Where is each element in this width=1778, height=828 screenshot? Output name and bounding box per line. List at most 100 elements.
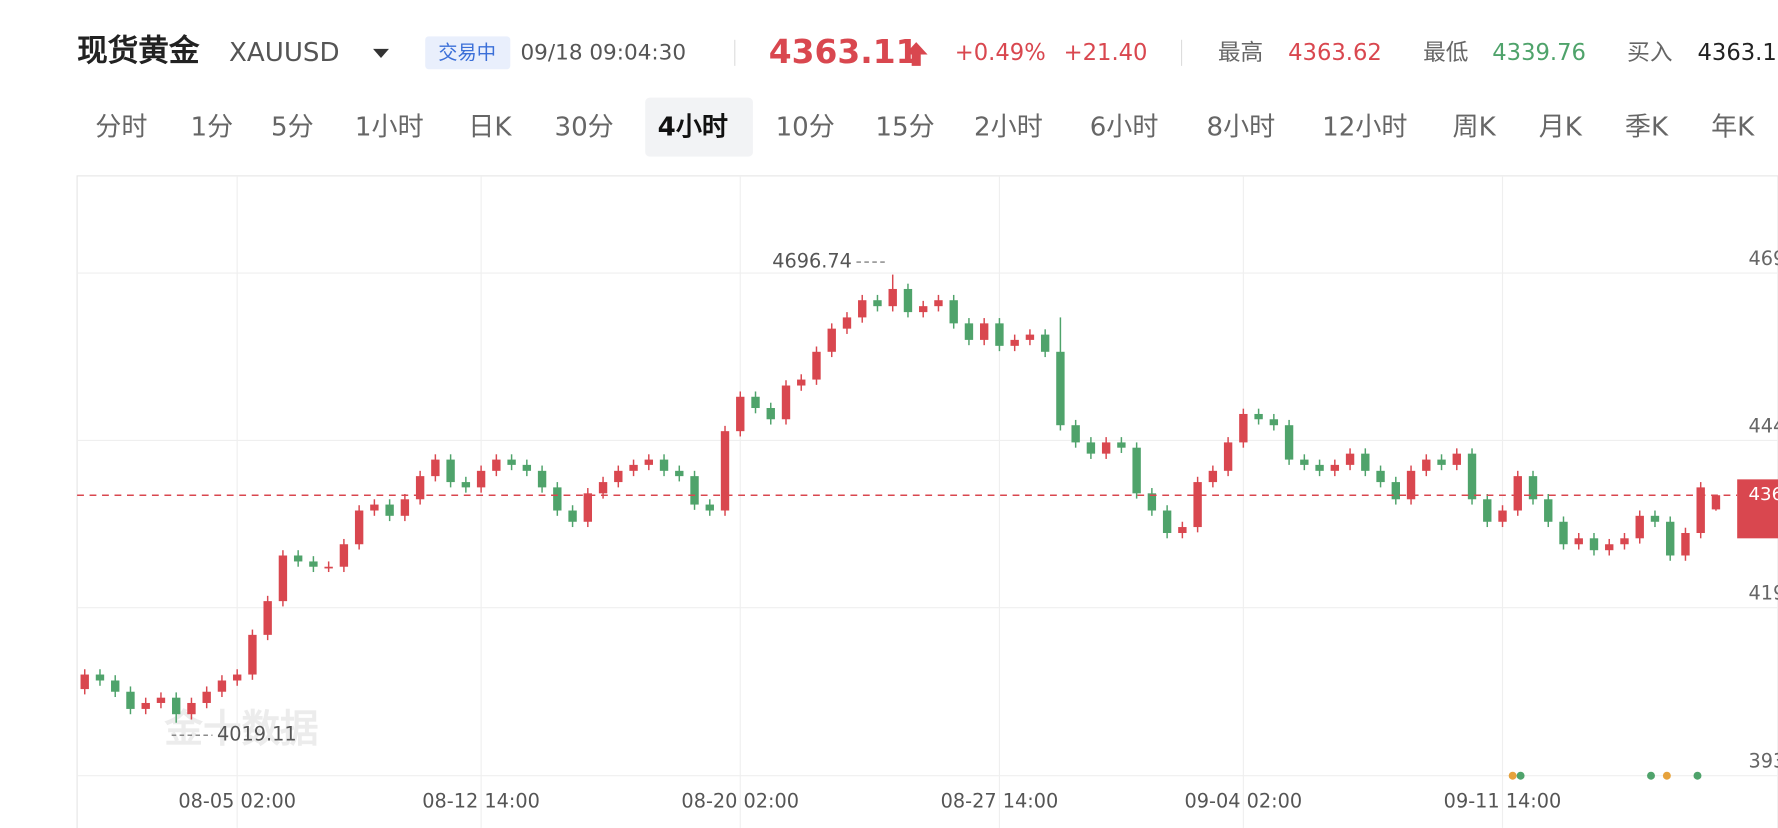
tab[interactable]: 日K — [468, 113, 512, 143]
low-annotation: 4019.11 — [217, 723, 297, 746]
candle-body — [1300, 459, 1309, 465]
candle-body — [1605, 544, 1614, 551]
tab[interactable]: 5分 — [271, 113, 314, 143]
high-label: 最高 — [1218, 40, 1263, 66]
dropdown-arrow[interactable] — [373, 48, 389, 58]
candle-body — [126, 691, 135, 709]
candle-body — [1361, 453, 1370, 471]
event-dot[interactable] — [1516, 771, 1525, 780]
tab[interactable]: 30分 — [554, 113, 613, 143]
candle-body — [629, 464, 638, 471]
candle-body — [1650, 515, 1660, 522]
candle-body — [187, 702, 196, 715]
y-tick-label: 3939 — [1749, 750, 1778, 773]
candle-body — [446, 459, 455, 483]
tab[interactable]: 1小时 — [355, 113, 424, 143]
candle-body — [598, 482, 608, 494]
candle-body — [751, 396, 760, 409]
candle-body — [797, 379, 806, 386]
x-tick-label: 08-20 02:00 — [681, 789, 799, 812]
candle-body — [720, 431, 730, 511]
event-dot[interactable] — [1662, 771, 1671, 780]
candle-body — [1345, 453, 1355, 465]
candle-body — [827, 328, 836, 352]
candle-body — [644, 459, 653, 465]
x-tick-label: 09-04 02:00 — [1185, 789, 1303, 812]
event-dot[interactable] — [1647, 771, 1655, 780]
high: 4363.62 — [1288, 40, 1382, 66]
candle-body — [1620, 538, 1629, 545]
event-dot[interactable] — [1508, 771, 1517, 780]
candle-body — [1178, 527, 1187, 534]
candle-body — [1681, 533, 1690, 556]
candle-body — [1223, 442, 1233, 471]
tab[interactable]: 12小时 — [1322, 113, 1407, 143]
candle-body — [1040, 334, 1050, 352]
tab[interactable]: 季K — [1625, 113, 1669, 143]
candle-body — [263, 601, 272, 635]
tab[interactable]: 周K — [1453, 113, 1497, 143]
candle-body — [385, 504, 394, 516]
last-price-box — [1737, 479, 1778, 539]
candle-body — [111, 680, 120, 692]
active-tab-bg — [645, 97, 753, 157]
candle-body — [278, 555, 288, 602]
candle-body — [659, 459, 669, 471]
candle-body — [919, 306, 928, 313]
candle-body — [1254, 413, 1263, 420]
tab[interactable]: 1分 — [191, 113, 234, 143]
candle-body — [324, 566, 333, 569]
candle-body — [1010, 339, 1019, 346]
candle-body — [492, 459, 501, 471]
candle-body — [1025, 334, 1035, 340]
candle-body — [1193, 482, 1202, 528]
buy-label: 买入 — [1627, 40, 1672, 66]
candle-body — [736, 396, 745, 432]
candle-body — [1528, 476, 1538, 500]
candle-body — [705, 504, 714, 511]
candle-body — [309, 561, 318, 567]
tab[interactable]: 15分 — [875, 113, 934, 143]
tab[interactable]: 8小时 — [1207, 113, 1276, 143]
candle-body — [1498, 510, 1507, 522]
symbol[interactable]: XAUUSD — [229, 38, 340, 68]
x-tick-label: 08-05 02:00 — [178, 789, 296, 812]
candle-body — [400, 499, 410, 516]
tab[interactable]: 6小时 — [1090, 113, 1159, 143]
candle-body — [1452, 453, 1461, 465]
x-tick-label: 08-27 14:00 — [941, 789, 1059, 812]
candle-body — [1056, 351, 1065, 426]
change-pct: +0.49% — [955, 40, 1046, 66]
tab[interactable]: 2小时 — [974, 113, 1043, 143]
candle-body — [1376, 470, 1385, 483]
tab[interactable]: 10分 — [776, 113, 835, 143]
status-badge — [425, 36, 511, 70]
candle-body — [690, 476, 699, 505]
candle-body — [1589, 538, 1599, 551]
candle-body — [354, 510, 364, 545]
candle-body — [1437, 459, 1446, 465]
last-price-label: 4363.11 — [1749, 484, 1778, 505]
x-tick-label: 09-11 14:00 — [1444, 789, 1562, 812]
candle-body — [232, 674, 242, 681]
active-tab[interactable]: 4小时 — [658, 113, 728, 143]
tab[interactable]: 月K — [1539, 113, 1583, 143]
tab[interactable]: 年K — [1711, 113, 1755, 143]
price: 4363.11 — [769, 32, 919, 71]
candle-body — [1162, 510, 1172, 534]
candle-body — [949, 300, 958, 324]
candle-body — [431, 459, 440, 477]
buy: 4363.11 — [1697, 40, 1778, 66]
candle-body — [1635, 515, 1644, 539]
candle-body — [675, 470, 684, 477]
tab[interactable]: 分时 — [95, 113, 147, 143]
candle-body — [1391, 482, 1400, 500]
candle-body — [842, 317, 852, 329]
candle-body — [476, 470, 486, 488]
event-dot[interactable] — [1693, 771, 1702, 780]
candle-body — [1330, 464, 1340, 471]
y-tick-label: 4699 — [1749, 247, 1778, 270]
candle-body — [1666, 521, 1675, 556]
plot-frame — [76, 175, 1778, 828]
